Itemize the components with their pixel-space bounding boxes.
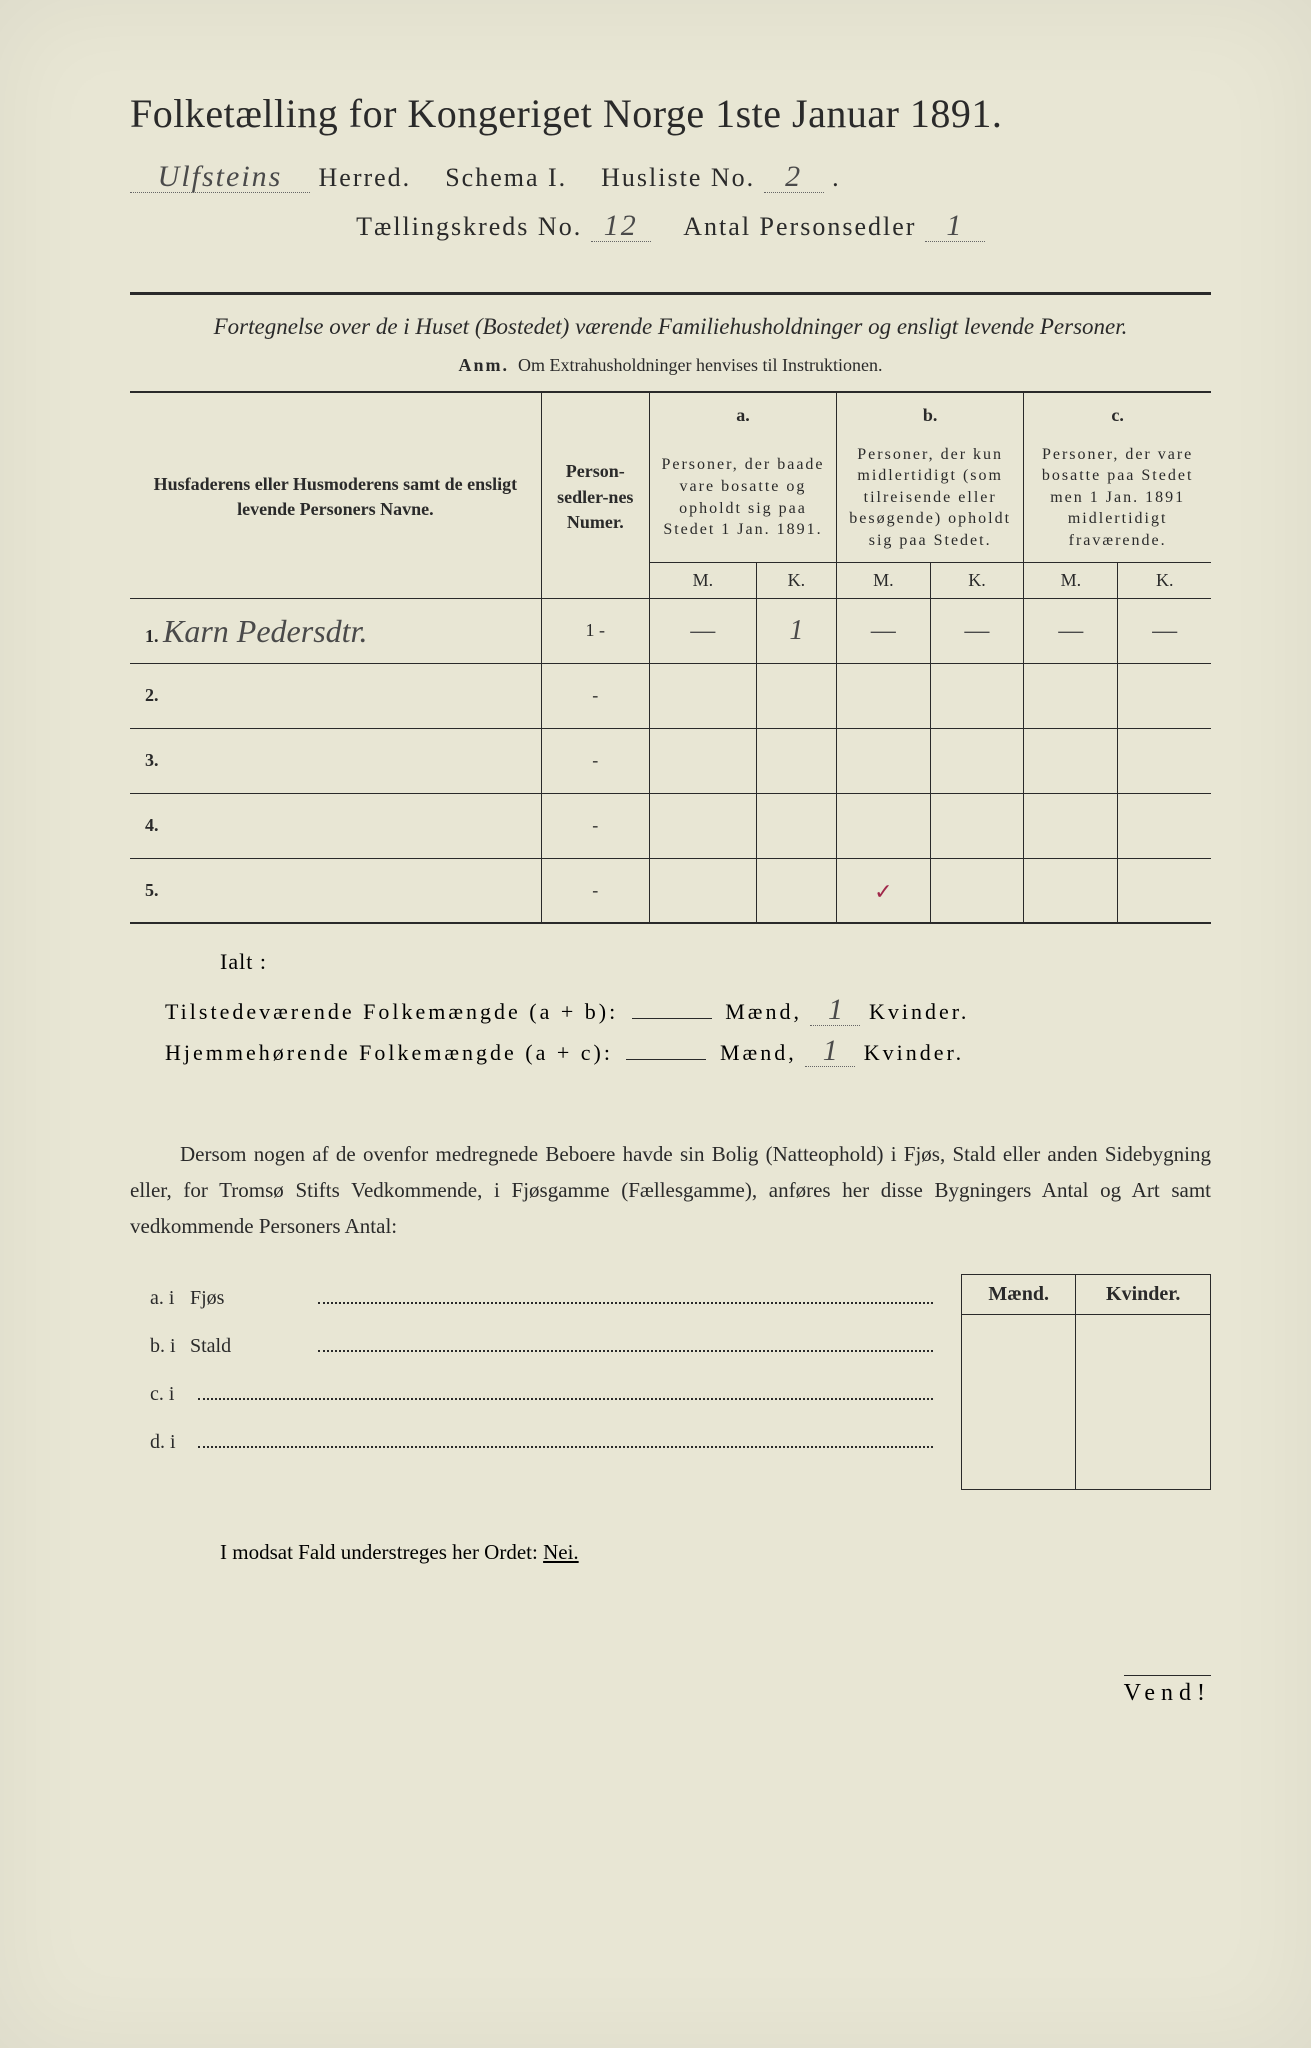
- anm-label: Anm.: [459, 355, 510, 375]
- sub-row-b: b. i Stald: [130, 1322, 941, 1370]
- summary-line-1: Tilstedeværende Folkemængde (a + b): Mæn…: [165, 995, 1211, 1026]
- anm-text: Om Extrahusholdninger henvises til Instr…: [518, 355, 882, 375]
- herred-value: Ulfsteins: [130, 162, 310, 193]
- col-header-a: Personer, der baade vare bosatte og opho…: [649, 434, 836, 562]
- col-header-b: Personer, der kun midlertidigt (som tilr…: [837, 434, 1024, 562]
- table-row: 4. -: [130, 793, 1211, 858]
- mk-table: Mænd. Kvinder.: [961, 1274, 1211, 1490]
- row-cM: [1024, 728, 1118, 793]
- row-cK: [1118, 793, 1211, 858]
- paragraph: Dersom nogen af de ovenfor medregnede Be…: [130, 1137, 1211, 1244]
- sub-row-a: a. i Fjøs: [130, 1274, 941, 1322]
- row-bM: [837, 793, 931, 858]
- col-b-m: M.: [837, 562, 931, 598]
- row-bK: [930, 793, 1024, 858]
- row-aM: [649, 793, 756, 858]
- row-cK: [1118, 858, 1211, 923]
- row-numer: -: [541, 663, 649, 728]
- schema-label: Schema I.: [445, 163, 567, 192]
- sub-row-c: c. i: [130, 1370, 941, 1418]
- row-cK: —: [1118, 598, 1211, 663]
- kreds-value: 12: [591, 211, 651, 242]
- summary-1-k: 1: [810, 995, 860, 1026]
- col-header-numer: Person-sedler-nes Numer.: [541, 392, 649, 599]
- mk-k-cell: [1076, 1315, 1211, 1490]
- table-row: 3. -: [130, 728, 1211, 793]
- col-c-m: M.: [1024, 562, 1118, 598]
- row-bK: [930, 728, 1024, 793]
- row-name-cell: 2.: [130, 663, 541, 728]
- modsat-line: I modsat Fald understreges her Ordet: Ne…: [220, 1540, 1211, 1565]
- sub-section: a. i Fjøs b. i Stald c. i d. i Mænd. K: [130, 1274, 1211, 1490]
- row-cK: [1118, 728, 1211, 793]
- anm-line: Anm. Om Extrahusholdninger henvises til …: [130, 355, 1211, 376]
- row-aK: [756, 858, 836, 923]
- row-numer: -: [541, 728, 649, 793]
- antal-value: 1: [925, 211, 985, 242]
- row-bK: —: [930, 598, 1024, 663]
- col-a-k: K.: [756, 562, 836, 598]
- row-aK: [756, 663, 836, 728]
- row-bK: [930, 663, 1024, 728]
- table-row: 2. -: [130, 663, 1211, 728]
- col-header-a-label: a.: [649, 392, 836, 434]
- row-aM: [649, 663, 756, 728]
- mk-k: Kvinder.: [1076, 1275, 1211, 1315]
- herred-label: Herred.: [319, 163, 412, 192]
- vend: Vend!: [1124, 1675, 1211, 1707]
- row-aM: [649, 728, 756, 793]
- husliste-value: 2: [764, 162, 824, 193]
- summary-2-k: 1: [805, 1036, 855, 1067]
- mk-m-cell: [962, 1315, 1076, 1490]
- header-line-kreds: Tællingskreds No. 12 Antal Personsedler …: [130, 211, 1211, 242]
- row-bK: [930, 858, 1024, 923]
- sub-row-d: d. i: [130, 1418, 941, 1466]
- row-bM: —: [837, 598, 931, 663]
- row-bM: [837, 663, 931, 728]
- col-a-m: M.: [649, 562, 756, 598]
- husliste-label: Husliste No.: [601, 163, 755, 192]
- subtitle: Fortegnelse over de i Huset (Bostedet) v…: [130, 310, 1211, 345]
- row-cM: [1024, 858, 1118, 923]
- row-cM: [1024, 663, 1118, 728]
- ialt-label: Ialt :: [220, 949, 1211, 975]
- nei: Nei.: [543, 1540, 579, 1564]
- col-header-c: Personer, der vare bosatte paa Stedet me…: [1024, 434, 1211, 562]
- row-name-cell: 1. Karn Pedersdtr.: [130, 598, 541, 663]
- row-aK: [756, 728, 836, 793]
- row-aM: [649, 858, 756, 923]
- row-aM: —: [649, 598, 756, 663]
- row-aK: 1: [756, 598, 836, 663]
- col-header-c-label: c.: [1024, 392, 1211, 434]
- header-line-herred: Ulfsteins Herred. Schema I. Husliste No.…: [130, 162, 1211, 193]
- row-name-cell: 5.: [130, 858, 541, 923]
- row-cM: [1024, 793, 1118, 858]
- antal-label: Antal Personsedler: [683, 212, 916, 241]
- row-bM: [837, 728, 931, 793]
- row-numer: 1 -: [541, 598, 649, 663]
- page-title: Folketælling for Kongeriget Norge 1ste J…: [130, 90, 1211, 137]
- mk-m: Mænd.: [962, 1275, 1076, 1315]
- row-cK: [1118, 663, 1211, 728]
- table-row: 5. - ✓: [130, 858, 1211, 923]
- summary-line-2: Hjemmehørende Folkemængde (a + c): Mænd,…: [165, 1036, 1211, 1067]
- row-bM: ✓: [837, 858, 931, 923]
- divider: [130, 292, 1211, 295]
- sub-list: a. i Fjøs b. i Stald c. i d. i: [130, 1274, 941, 1466]
- col-header-name: Husfaderens eller Husmoderens samt de en…: [130, 392, 541, 599]
- census-form-page: Folketælling for Kongeriget Norge 1ste J…: [0, 0, 1311, 2048]
- row-cM: —: [1024, 598, 1118, 663]
- row-numer: -: [541, 793, 649, 858]
- table-row: 1. Karn Pedersdtr. 1 - — 1 — — — —: [130, 598, 1211, 663]
- col-b-k: K.: [930, 562, 1024, 598]
- col-c-k: K.: [1118, 562, 1211, 598]
- row-name-cell: 4.: [130, 793, 541, 858]
- main-table: Husfaderens eller Husmoderens samt de en…: [130, 391, 1211, 925]
- col-header-b-label: b.: [837, 392, 1024, 434]
- kreds-label: Tællingskreds No.: [356, 212, 582, 241]
- row-numer: -: [541, 858, 649, 923]
- row-name-cell: 3.: [130, 728, 541, 793]
- row-aK: [756, 793, 836, 858]
